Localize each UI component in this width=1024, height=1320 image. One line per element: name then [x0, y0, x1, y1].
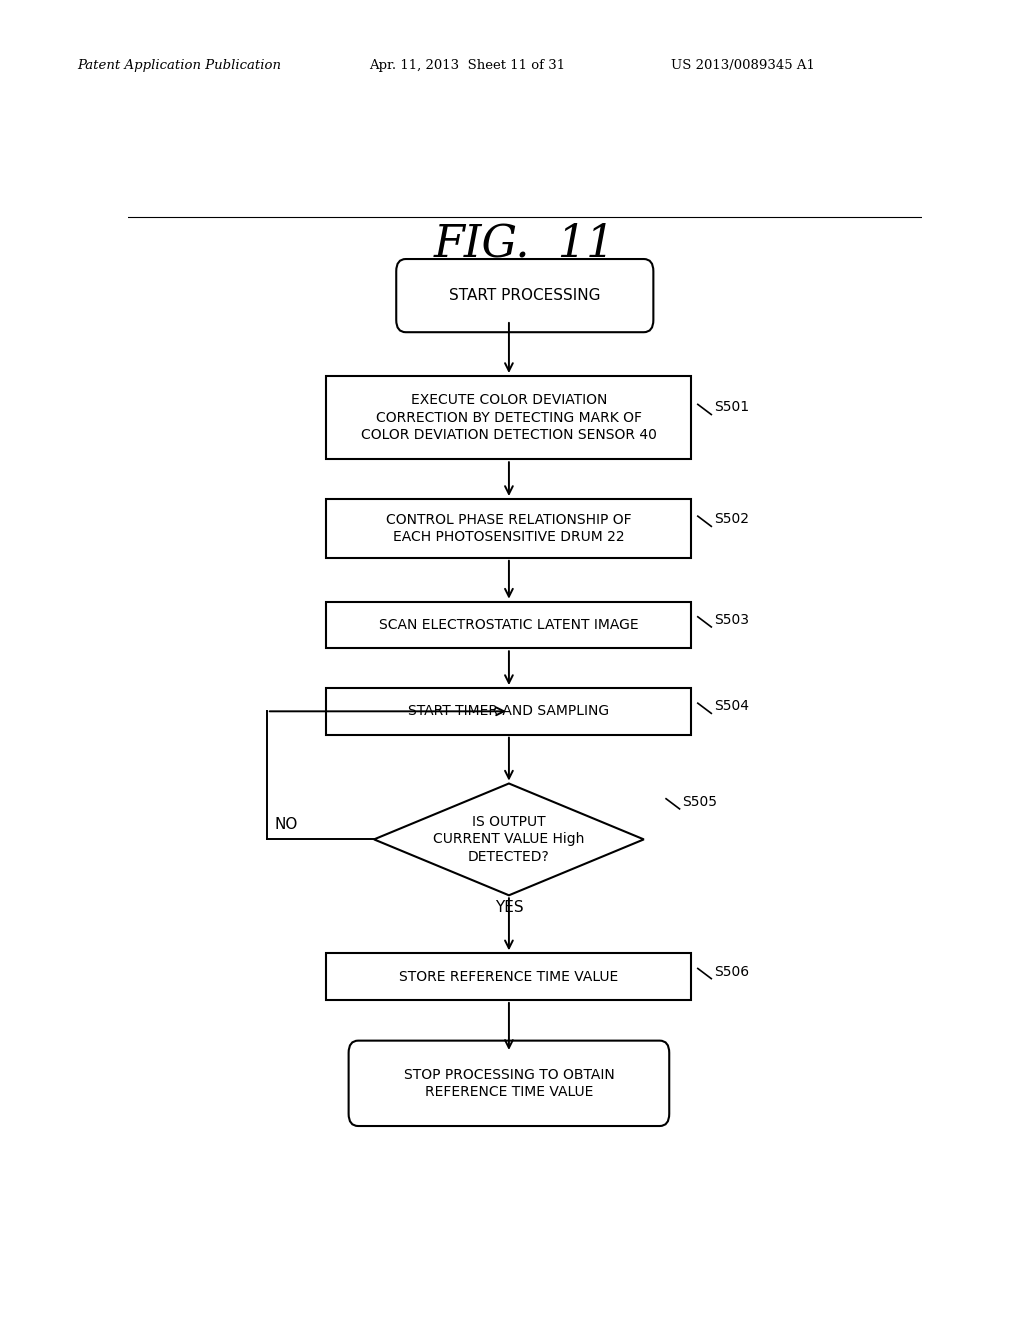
Text: S504: S504 — [714, 700, 749, 713]
Text: S506: S506 — [714, 965, 749, 978]
Bar — [327, 376, 691, 459]
Bar — [327, 953, 691, 1001]
Text: Patent Application Publication: Patent Application Publication — [77, 59, 281, 73]
Text: S505: S505 — [682, 795, 717, 809]
Text: US 2013/0089345 A1: US 2013/0089345 A1 — [671, 59, 815, 73]
Text: EXECUTE COLOR DEVIATION
CORRECTION BY DETECTING MARK OF
COLOR DEVIATION DETECTIO: EXECUTE COLOR DEVIATION CORRECTION BY DE… — [361, 393, 656, 442]
Text: YES: YES — [495, 900, 523, 915]
Text: START TIMER AND SAMPLING: START TIMER AND SAMPLING — [409, 705, 609, 718]
Text: Apr. 11, 2013  Sheet 11 of 31: Apr. 11, 2013 Sheet 11 of 31 — [369, 59, 565, 73]
Text: CONTROL PHASE RELATIONSHIP OF
EACH PHOTOSENSITIVE DRUM 22: CONTROL PHASE RELATIONSHIP OF EACH PHOTO… — [386, 512, 632, 544]
Text: S502: S502 — [714, 512, 749, 527]
Text: FIG.  11: FIG. 11 — [434, 222, 615, 265]
FancyBboxPatch shape — [348, 1040, 670, 1126]
Text: STORE REFERENCE TIME VALUE: STORE REFERENCE TIME VALUE — [399, 970, 618, 983]
Text: S503: S503 — [714, 612, 749, 627]
Text: S501: S501 — [714, 400, 749, 414]
Bar — [327, 602, 691, 648]
Text: SCAN ELECTROSTATIC LATENT IMAGE: SCAN ELECTROSTATIC LATENT IMAGE — [379, 618, 639, 632]
Bar — [327, 688, 691, 735]
Text: START PROCESSING: START PROCESSING — [450, 288, 600, 304]
Text: STOP PROCESSING TO OBTAIN
REFERENCE TIME VALUE: STOP PROCESSING TO OBTAIN REFERENCE TIME… — [403, 1068, 614, 1100]
FancyBboxPatch shape — [396, 259, 653, 333]
Bar — [327, 499, 691, 558]
Polygon shape — [374, 784, 644, 895]
Text: IS OUTPUT
CURRENT VALUE High
DETECTED?: IS OUTPUT CURRENT VALUE High DETECTED? — [433, 814, 585, 865]
Text: NO: NO — [274, 817, 298, 832]
